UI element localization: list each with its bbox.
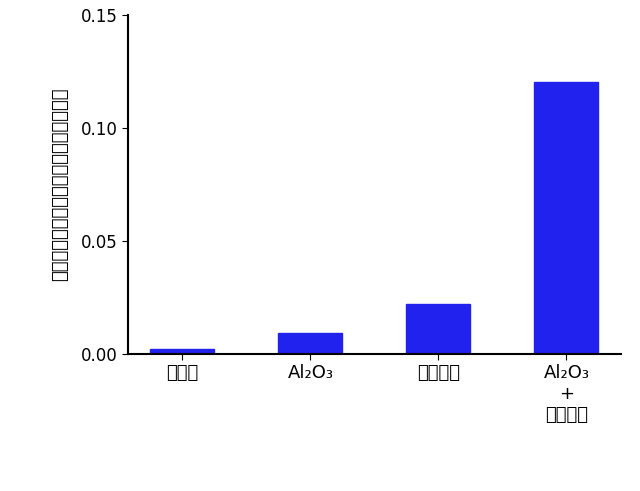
Y-axis label: 太陽エネルギーの水素への変換効率／％: 太陽エネルギーの水素への変換効率／％ bbox=[52, 87, 70, 281]
Bar bbox=[150, 349, 214, 354]
Bar bbox=[534, 82, 598, 354]
Bar bbox=[406, 304, 470, 354]
Bar bbox=[278, 333, 342, 354]
